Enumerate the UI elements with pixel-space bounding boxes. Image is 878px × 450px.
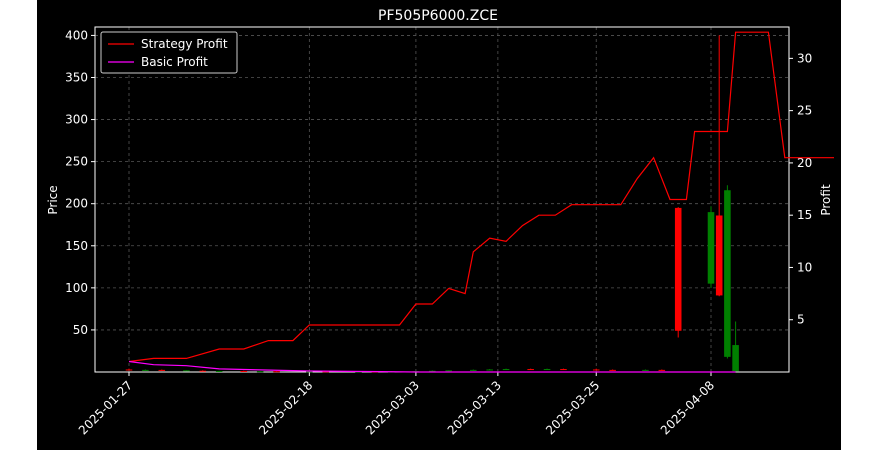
candle-body	[502, 369, 510, 371]
left-tick-label: 200	[65, 197, 88, 211]
strategy-profit-line	[128, 31, 834, 363]
chart-title: PF505P6000.ZCE	[378, 8, 498, 24]
left-tick-label: 250	[65, 155, 88, 169]
left-tick-label: 150	[65, 239, 88, 253]
candle-body	[715, 215, 723, 296]
right-tick-label: 5	[797, 313, 805, 327]
right-tick-label: 30	[797, 51, 812, 65]
left-axis: 50 100 150 200 250 300 350 400	[65, 28, 95, 337]
candles	[125, 35, 739, 373]
profit-lines	[128, 31, 834, 373]
left-tick-label: 300	[65, 113, 88, 127]
right-tick-label: 15	[797, 208, 812, 222]
grid	[95, 27, 789, 372]
candle-body	[658, 369, 666, 371]
candle-body	[486, 369, 493, 371]
candle-body	[445, 370, 452, 372]
candle-body	[183, 370, 190, 372]
right-tick-label: 10	[797, 260, 812, 274]
right-tick-label: 20	[797, 156, 812, 170]
candle-body	[609, 369, 616, 371]
left-tick-label: 50	[73, 323, 88, 337]
candle-body	[125, 369, 133, 371]
candle-body	[322, 371, 330, 373]
legend-label-strategy: Strategy Profit	[141, 37, 228, 51]
legend-label-basic: Basic Profit	[141, 55, 208, 69]
candle-body	[256, 371, 264, 373]
left-tick-label: 400	[65, 28, 88, 42]
right-axis-label: Profit	[819, 184, 833, 216]
left-tick-label: 100	[65, 281, 88, 295]
candle-body	[429, 370, 436, 372]
candle-body	[142, 369, 149, 371]
candle-body	[560, 369, 567, 371]
candle-body	[707, 212, 715, 284]
left-tick-label: 350	[65, 70, 88, 84]
candle-body	[306, 371, 313, 373]
candle-body	[674, 207, 682, 331]
candle-body	[543, 369, 551, 371]
candle-body	[215, 370, 223, 372]
candle-body	[592, 369, 600, 371]
candle-body	[642, 369, 649, 371]
basic-profit-line	[128, 360, 736, 373]
candle-body	[527, 369, 534, 371]
candle-body	[724, 190, 731, 357]
candle-body	[732, 345, 739, 372]
legend: Strategy Profit Basic Profit	[100, 31, 238, 74]
candle-body	[240, 370, 248, 372]
figure-background	[37, 0, 841, 450]
left-axis-label: Price	[46, 185, 60, 214]
legend-box	[100, 31, 238, 74]
candle-body	[273, 371, 280, 373]
candle-body	[199, 370, 207, 372]
right-axis: 5 10 15 20 25 30	[789, 51, 812, 327]
candle-body	[158, 369, 166, 371]
candle-body	[470, 369, 477, 371]
right-tick-label: 25	[797, 104, 812, 118]
